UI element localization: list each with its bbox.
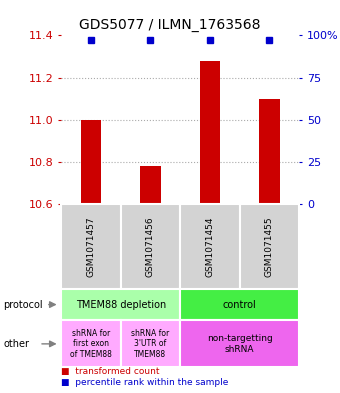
Bar xyxy=(200,61,220,204)
Bar xyxy=(81,120,101,204)
Text: TMEM88 depletion: TMEM88 depletion xyxy=(75,299,166,310)
Text: control: control xyxy=(223,299,257,310)
Text: ■  percentile rank within the sample: ■ percentile rank within the sample xyxy=(61,378,228,387)
Bar xyxy=(259,99,280,204)
Text: protocol: protocol xyxy=(3,299,43,310)
Text: shRNA for
3'UTR of
TMEM88: shRNA for 3'UTR of TMEM88 xyxy=(131,329,170,359)
Text: GSM1071457: GSM1071457 xyxy=(86,216,96,277)
Text: GDS5077 / ILMN_1763568: GDS5077 / ILMN_1763568 xyxy=(79,18,261,32)
Text: GSM1071456: GSM1071456 xyxy=(146,216,155,277)
Text: GSM1071455: GSM1071455 xyxy=(265,216,274,277)
Bar xyxy=(140,166,161,204)
Text: GSM1071454: GSM1071454 xyxy=(205,217,215,277)
Text: ■  transformed count: ■ transformed count xyxy=(61,367,160,376)
Text: other: other xyxy=(3,339,29,349)
Text: shRNA for
first exon
of TMEM88: shRNA for first exon of TMEM88 xyxy=(70,329,112,359)
Text: non-targetting
shRNA: non-targetting shRNA xyxy=(207,334,273,354)
